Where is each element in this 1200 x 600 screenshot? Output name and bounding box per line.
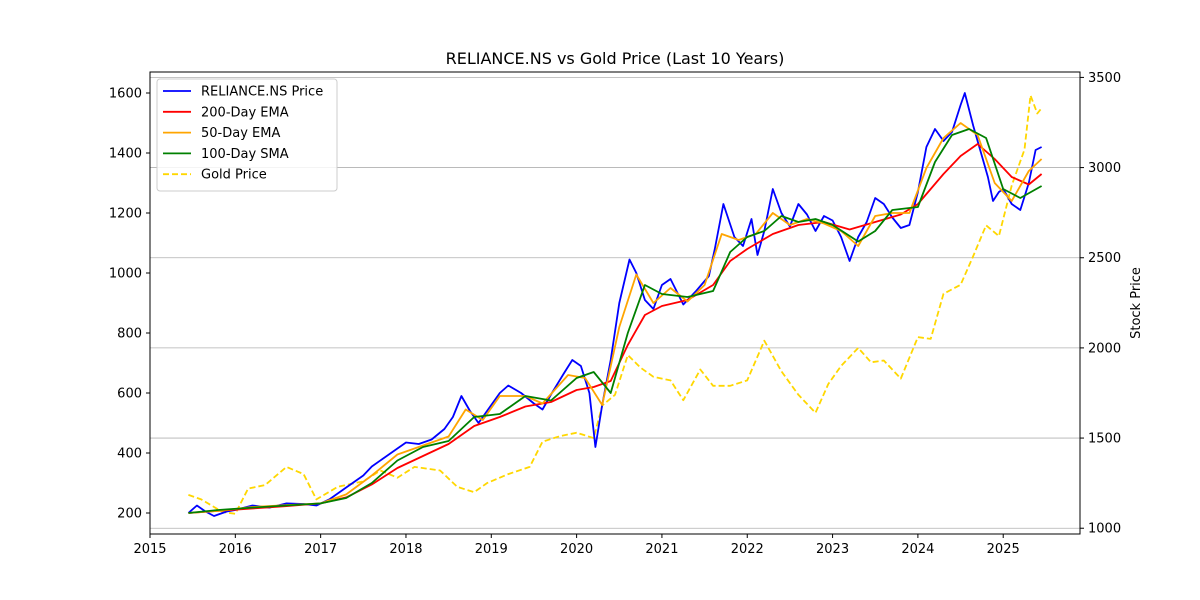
legend-label-100-day-sma: 100-Day SMA [201, 147, 289, 162]
x-tick-label: 2023 [816, 542, 849, 557]
legend-label-gold-price: Gold Price [201, 168, 267, 183]
y-axis-right: 1000 1500 2000 2500 3000 3500 [1080, 71, 1121, 537]
x-tick-label: 2020 [560, 542, 593, 557]
y-left-tick-label: 400 [117, 447, 142, 462]
y-right-tick-label: 2500 [1088, 251, 1121, 266]
x-tick-label: 2016 [219, 542, 252, 557]
series-layer [187, 92, 1043, 517]
legend-label-200-day-ema: 200-Day EMA [201, 105, 289, 120]
y-right-tick-label: 3500 [1088, 71, 1121, 86]
x-tick-label: 2019 [475, 542, 508, 557]
x-tick-label: 2025 [987, 542, 1020, 557]
x-tick-label: 2022 [731, 542, 764, 557]
legend: RELIANCE.NS Price 200-Day EMA 50-Day EMA 10… [156, 78, 338, 192]
x-tick-label: 2015 [133, 542, 166, 557]
y-left-tick-label: 1400 [109, 147, 142, 162]
y-right-tick-label: 1000 [1088, 522, 1121, 537]
series-line-200-day-ema [188, 143, 1043, 514]
y-right-tick-label: 2000 [1088, 341, 1121, 356]
y-left-tick-label: 800 [117, 327, 142, 342]
legend-label-50-day-ema: 50-Day EMA [201, 126, 280, 141]
x-tick-label: 2024 [901, 542, 934, 557]
y-left-tick-label: 600 [117, 387, 142, 402]
series-line-gold-price [188, 94, 1043, 515]
y-left-tick-label: 1600 [109, 87, 142, 102]
chart-title: RELIANCE.NS vs Gold Price (Last 10 Years… [446, 49, 785, 68]
x-tick-label: 2021 [645, 542, 678, 557]
series-line-50-day-ema [188, 122, 1043, 514]
x-tick-label: 2017 [304, 542, 337, 557]
plot-frame [149, 71, 1081, 535]
y-right-tick-label: 3000 [1088, 161, 1121, 176]
y-axis-right-label: Stock Price [1129, 267, 1144, 339]
series-line-reliance-ns-price [187, 92, 1043, 517]
y-right-tick-label: 1500 [1088, 432, 1121, 447]
y-left-tick-label: 200 [117, 507, 142, 522]
y-axis-left: 200 400 600 800 1000 1200 1400 1600 [109, 87, 150, 522]
series-line-100-day-sma [188, 128, 1043, 514]
legend-label-reliance-ns-price: RELIANCE.NS Price [201, 85, 323, 100]
x-axis: 2015 2016 2017 2018 2019 2020 2021 2022 2023 2024… [133, 534, 1020, 557]
legend-box [156, 78, 338, 192]
y-left-tick-label: 1200 [109, 207, 142, 222]
x-tick-label: 2018 [389, 542, 422, 557]
y-left-tick-label: 1000 [109, 267, 142, 282]
